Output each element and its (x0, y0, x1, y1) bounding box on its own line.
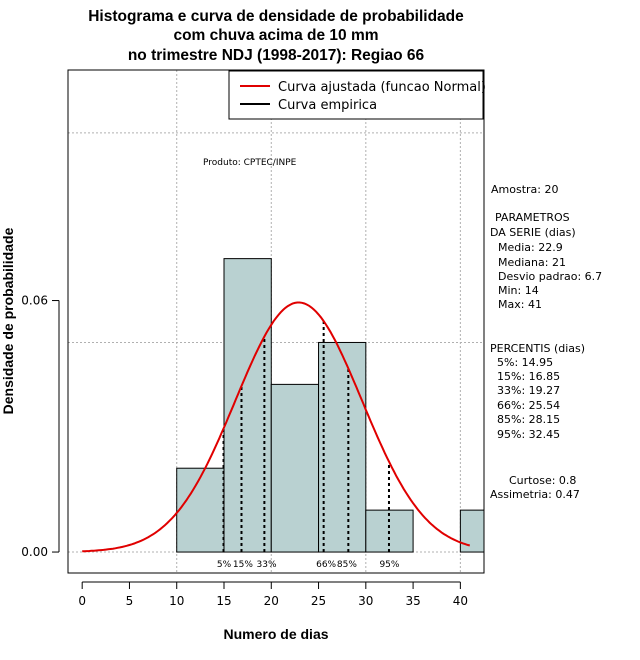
x-tick-label: 30 (358, 594, 373, 608)
percentil-85: 85%: 28.15 (497, 413, 560, 426)
percentile-label: 15% (233, 560, 253, 570)
plot-frame (67, 69, 485, 574)
percentile-lines: 5% 15% 33% 66% 85% 95% (217, 321, 400, 570)
param-min: Min: 14 (498, 284, 539, 297)
legend-label-empirical: Curva empirica (278, 98, 377, 113)
kurtosis: Curtose: 0.8 (509, 474, 576, 487)
percentile-label: 66% (316, 560, 336, 570)
x-tick-label: 40 (453, 594, 468, 608)
skewness: Assimetria: 0.47 (490, 488, 580, 501)
percentil-5: 5%: 14.95 (497, 356, 553, 369)
params-title-2: DA SERIE (dias) (490, 226, 576, 239)
normal-curve (82, 301, 471, 553)
percentil-15: 15%: 16.85 (497, 370, 560, 383)
percentile-label: 33% (257, 560, 277, 570)
percentil-95: 95%: 32.45 (497, 428, 560, 441)
percentile-label: 95% (379, 560, 399, 570)
percentis-title: PERCENTIS (dias) (490, 342, 585, 355)
percentil-33: 33%: 19.27 (497, 384, 560, 397)
y-axis: 0.00 0.06 (21, 294, 60, 559)
y-tick-label: 0.06 (21, 294, 48, 308)
chart-title-line-2: com chuva acima de 10 mm (173, 27, 378, 44)
x-tick-label: 20 (264, 594, 279, 608)
y-axis-title: Densidade de probabilidade (0, 227, 16, 414)
sample-size: Amostra: 20 (491, 183, 558, 196)
x-tick-label: 0 (78, 594, 86, 608)
x-tick-label: 25 (311, 594, 326, 608)
product-label: Produto: CPTEC/INPE (203, 158, 297, 168)
x-tick-label: 5 (126, 594, 134, 608)
legend-box (228, 70, 484, 120)
param-sd: Desvio padrao: 6.7 (498, 270, 602, 283)
param-max: Max: 41 (498, 298, 542, 311)
percentile-label: 5% (217, 560, 232, 570)
chart-title-line-3: no trimestre NDJ (1998-2017): Regiao 66 (128, 47, 425, 64)
x-axis: 0 5 10 15 20 25 30 35 40 (78, 581, 468, 608)
percentil-66: 66%: 25.54 (497, 399, 560, 412)
histogram-bars (176, 258, 485, 553)
x-tick-label: 10 (169, 594, 184, 608)
y-tick-label: 0.00 (21, 545, 48, 559)
percentile-label: 85% (337, 560, 357, 570)
legend-label-normal: Curva ajustada (funcao Normal) (278, 80, 486, 95)
param-median: Mediana: 21 (498, 256, 566, 269)
histogram-bar (318, 341, 367, 553)
x-axis-title: Numero de dias (223, 626, 328, 642)
param-mean: Media: 22.9 (498, 241, 563, 254)
stats-panel: Amostra: 20 PARAMETROS DA SERIE (dias) M… (490, 183, 602, 501)
x-tick-label: 15 (216, 594, 231, 608)
chart-title-line-1: Histograma e curva de densidade de proba… (88, 8, 464, 25)
histogram-bar (176, 467, 225, 553)
normal-curve-layer (82, 301, 471, 553)
legend: Curva ajustada (funcao Normal) Curva emp… (228, 70, 486, 120)
histogram-bar (270, 383, 320, 553)
histogram-bar (459, 509, 485, 553)
params-title-1: PARAMETROS (495, 211, 570, 224)
x-tick-label: 35 (405, 594, 420, 608)
